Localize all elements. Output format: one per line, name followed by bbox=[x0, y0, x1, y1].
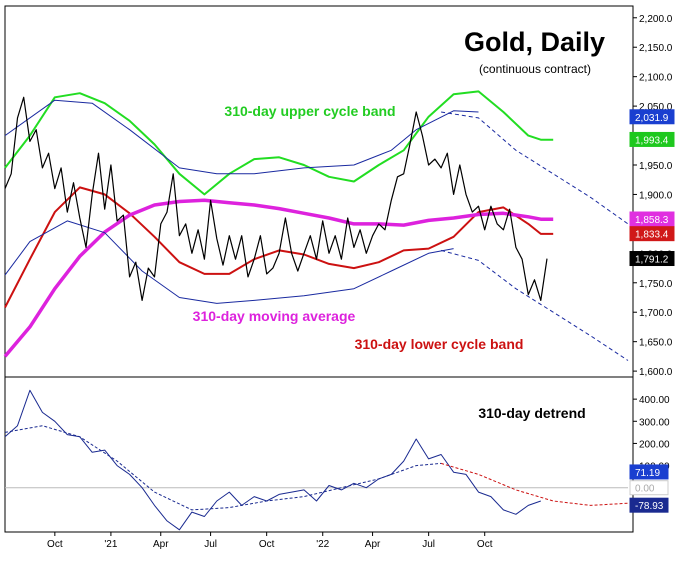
series-detrend bbox=[4, 389, 541, 531]
y-tick-label: 1,650.0 bbox=[639, 338, 673, 349]
last-value-badge bbox=[629, 131, 675, 147]
last-value-text: -78.93 bbox=[635, 501, 664, 512]
last-value-badge bbox=[629, 226, 675, 242]
moving-average-annotation: 310-day moving average bbox=[193, 308, 356, 324]
last-value-text: 1,833.4 bbox=[635, 230, 669, 241]
x-tick-label: Apr bbox=[365, 539, 381, 550]
last-value-badge bbox=[629, 109, 675, 125]
upper-y-axis: 2,200.02,150.02,100.02,050.02,000.01,950… bbox=[633, 14, 673, 378]
last-value-text: 1,791.2 bbox=[635, 255, 669, 266]
y-tick-label: 2,100.0 bbox=[639, 73, 673, 84]
x-tick-label: '22 bbox=[316, 539, 329, 550]
detrend-annotation: 310-day detrend bbox=[478, 405, 585, 421]
chart-title: Gold, Daily bbox=[464, 27, 605, 57]
series-price bbox=[4, 96, 548, 301]
y-tick-label: 1,700.0 bbox=[639, 308, 673, 319]
x-axis: Oct '21 Apr Jul Oct '22 Apr Jul Oct bbox=[47, 532, 493, 550]
last-value-text: 71.19 bbox=[635, 468, 660, 479]
chart-subtitle: (continuous contract) bbox=[479, 62, 591, 76]
x-tick-label: Jul bbox=[422, 539, 435, 550]
x-tick-label: '21 bbox=[104, 539, 117, 550]
series-310-day-upper-cycle-band bbox=[4, 90, 554, 196]
y-tick-label: 1,950.0 bbox=[639, 161, 673, 172]
x-tick-label: Apr bbox=[153, 539, 169, 550]
lower-last-value-badges: 71.19 0.00 -78.93 bbox=[629, 464, 669, 513]
y-tick-label: 2,050.0 bbox=[639, 102, 673, 113]
y-tick-label: 1,600.0 bbox=[639, 367, 673, 378]
last-value-text: 1,993.4 bbox=[635, 135, 669, 146]
x-tick-label: Oct bbox=[259, 539, 275, 550]
last-value-text: 0.00 bbox=[635, 484, 655, 495]
y-tick-label: 2,150.0 bbox=[639, 43, 673, 54]
series-projection-upper bbox=[441, 111, 629, 225]
y-tick-label: 2,200.0 bbox=[639, 14, 673, 25]
x-tick-label: Oct bbox=[477, 539, 493, 550]
y-tick-label: 400.00 bbox=[639, 395, 670, 406]
last-value-badge bbox=[629, 480, 669, 496]
lower-band-annotation: 310-day lower cycle band bbox=[355, 336, 524, 352]
last-value-badge bbox=[629, 497, 669, 513]
last-value-badge bbox=[629, 251, 675, 267]
last-value-text: 2,031.9 bbox=[635, 113, 669, 124]
lower-panel-series bbox=[4, 389, 629, 531]
series-310-day-moving-average bbox=[3, 198, 554, 358]
last-value-badge bbox=[629, 464, 669, 480]
upper-last-value-badges: 2,031.9 1,993.4 1,858.3 1,833.4 1,791.2 bbox=[629, 109, 675, 267]
series-detrend-projection bbox=[440, 462, 629, 506]
series-detrend-wave bbox=[4, 425, 442, 511]
last-value-text: 1,858.3 bbox=[635, 215, 669, 226]
series-lower-envelope bbox=[4, 220, 454, 304]
last-value-badge bbox=[629, 211, 675, 227]
upper-band-annotation: 310-day upper cycle band bbox=[224, 103, 395, 119]
series-upper-envelope bbox=[4, 99, 479, 175]
x-tick-label: Jul bbox=[204, 539, 217, 550]
y-tick-label: 1,750.0 bbox=[639, 279, 673, 290]
y-tick-label: 200.00 bbox=[639, 439, 670, 450]
upper-panel-series bbox=[3, 90, 629, 361]
plot-frame bbox=[4, 5, 634, 533]
series-projection-lower bbox=[440, 249, 629, 361]
x-tick-label: Oct bbox=[47, 539, 63, 550]
y-tick-label: 300.00 bbox=[639, 417, 670, 428]
y-tick-label: 1,900.0 bbox=[639, 190, 673, 201]
